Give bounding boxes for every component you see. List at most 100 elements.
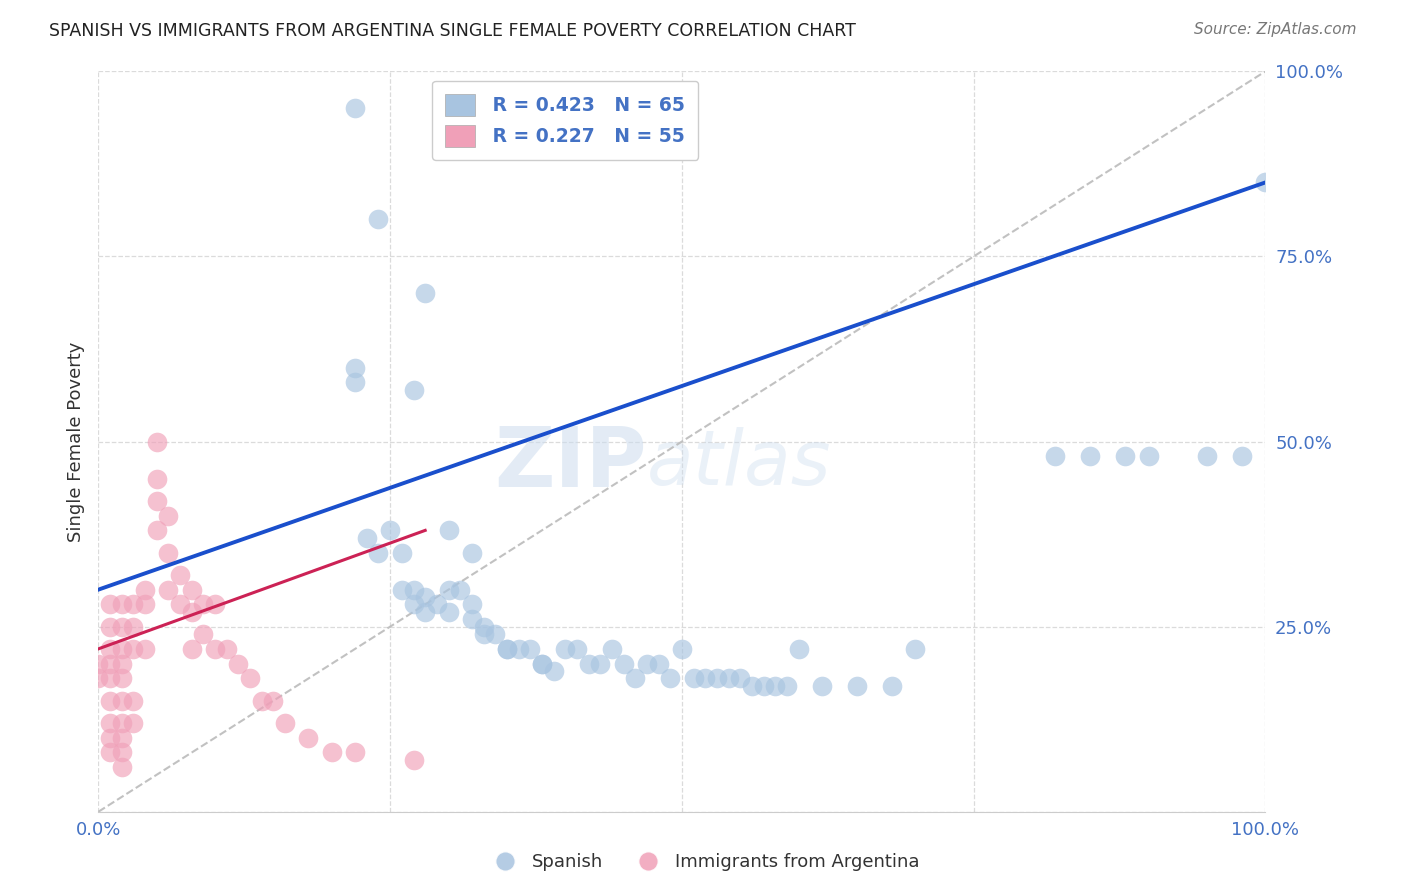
Point — [787, 641, 810, 656]
Point — [706, 672, 728, 686]
Point — [111, 694, 134, 708]
Point — [169, 598, 191, 612]
Legend:  R = 0.423   N = 65,  R = 0.227   N = 55: R = 0.423 N = 65, R = 0.227 N = 55 — [432, 81, 699, 160]
Point — [811, 679, 834, 693]
Point — [530, 657, 553, 671]
Point — [344, 376, 367, 390]
Point — [1254, 175, 1277, 190]
Point — [193, 598, 215, 612]
Text: Source: ZipAtlas.com: Source: ZipAtlas.com — [1194, 22, 1357, 37]
Point — [111, 619, 134, 633]
Point — [87, 657, 110, 671]
Point — [461, 598, 484, 612]
Point — [472, 627, 495, 641]
Point — [239, 672, 262, 686]
Point — [180, 582, 202, 597]
Point — [589, 657, 612, 671]
Point — [111, 715, 134, 730]
Point — [367, 212, 389, 227]
Point — [111, 760, 134, 774]
Point — [228, 657, 250, 671]
Point — [624, 672, 647, 686]
Point — [496, 641, 519, 656]
Point — [600, 641, 623, 656]
Point — [752, 679, 775, 693]
Point — [496, 641, 519, 656]
Point — [98, 746, 121, 760]
Point — [695, 672, 717, 686]
Point — [122, 619, 145, 633]
Point — [846, 679, 869, 693]
Point — [98, 731, 121, 745]
Point — [321, 746, 343, 760]
Point — [134, 582, 156, 597]
Point — [565, 641, 588, 656]
Point — [413, 605, 436, 619]
Point — [380, 524, 402, 538]
Point — [111, 731, 134, 745]
Point — [262, 694, 284, 708]
Point — [1137, 450, 1160, 464]
Point — [449, 582, 471, 597]
Point — [193, 627, 215, 641]
Point — [671, 641, 693, 656]
Point — [146, 493, 169, 508]
Point — [146, 471, 169, 485]
Point — [636, 657, 658, 671]
Point — [111, 598, 134, 612]
Point — [169, 567, 191, 582]
Point — [391, 582, 413, 597]
Point — [763, 679, 786, 693]
Point — [402, 598, 425, 612]
Point — [508, 641, 530, 656]
Point — [730, 672, 752, 686]
Point — [402, 753, 425, 767]
Point — [1045, 450, 1067, 464]
Point — [204, 641, 226, 656]
Point — [543, 664, 565, 678]
Point — [413, 590, 436, 604]
Point — [437, 582, 460, 597]
Point — [402, 383, 425, 397]
Point — [426, 598, 449, 612]
Point — [578, 657, 600, 671]
Point — [204, 598, 226, 612]
Point — [413, 286, 436, 301]
Point — [344, 102, 367, 116]
Point — [1195, 450, 1218, 464]
Point — [87, 672, 110, 686]
Point — [98, 715, 121, 730]
Point — [146, 434, 169, 449]
Point — [356, 531, 378, 545]
Point — [461, 546, 484, 560]
Point — [98, 672, 121, 686]
Point — [111, 746, 134, 760]
Point — [98, 657, 121, 671]
Point — [157, 546, 180, 560]
Point — [472, 619, 495, 633]
Point — [904, 641, 927, 656]
Point — [741, 679, 763, 693]
Point — [1080, 450, 1102, 464]
Point — [111, 672, 134, 686]
Point — [717, 672, 740, 686]
Point — [344, 360, 367, 375]
Point — [98, 641, 121, 656]
Point — [157, 508, 180, 523]
Point — [682, 672, 704, 686]
Point — [111, 657, 134, 671]
Y-axis label: Single Female Poverty: Single Female Poverty — [66, 342, 84, 541]
Point — [180, 605, 202, 619]
Point — [367, 546, 389, 560]
Point — [880, 679, 903, 693]
Point — [98, 598, 121, 612]
Point — [437, 524, 460, 538]
Point — [122, 641, 145, 656]
Point — [297, 731, 319, 745]
Point — [530, 657, 553, 671]
Point — [461, 612, 484, 626]
Point — [344, 746, 367, 760]
Point — [437, 605, 460, 619]
Point — [122, 715, 145, 730]
Point — [122, 694, 145, 708]
